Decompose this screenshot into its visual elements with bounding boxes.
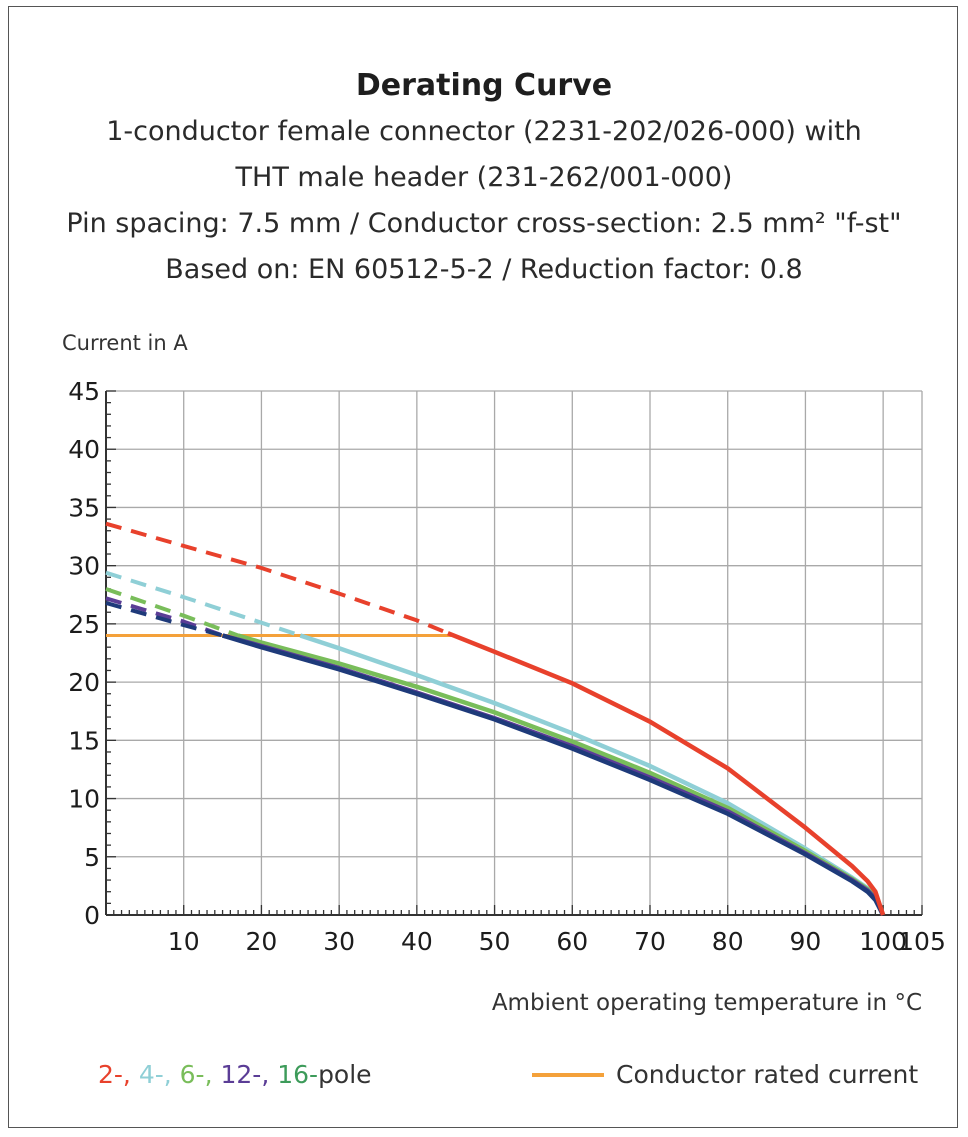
- y-tick-label-30: 30: [68, 552, 100, 581]
- x-tick-label-105: 105: [898, 927, 946, 956]
- legend-rated-current-label: Conductor rated current: [616, 1060, 919, 1089]
- x-tick-label-30: 30: [323, 927, 355, 956]
- chart-subtitle-line-2: THT male header (231-262/001-000): [235, 162, 733, 193]
- x-tick-label-70: 70: [634, 927, 666, 956]
- legend-pole-part-0: 2-,: [98, 1060, 139, 1089]
- y-tick-label-40: 40: [68, 435, 100, 464]
- legend-pole-part-3: 12-,: [220, 1060, 278, 1089]
- x-tick-label-100: 100: [859, 927, 907, 956]
- chart-frame: [8, 6, 958, 1128]
- y-axis-label: Current in A: [62, 331, 188, 355]
- series-16-pole-dashed: [105, 600, 224, 638]
- x-tick-label-20: 20: [246, 927, 278, 956]
- legend-pole-part-5: pole: [318, 1060, 372, 1089]
- x-tick-label-60: 60: [556, 927, 588, 956]
- chart-subtitle-line-1: 1-conductor female connector (2231-202/0…: [106, 116, 862, 147]
- legend-pole-part-4: 16-: [277, 1060, 319, 1089]
- y-tick-label-0: 0: [84, 901, 100, 930]
- x-tick-label-40: 40: [401, 927, 433, 956]
- x-tick-label-10: 10: [168, 927, 200, 956]
- x-axis-label: Ambient operating temperature in °C: [492, 990, 922, 1016]
- chart-title: Derating Curve: [355, 68, 613, 103]
- y-tick-label-25: 25: [68, 610, 100, 639]
- x-tick-label-90: 90: [790, 927, 822, 956]
- y-tick-label-35: 35: [68, 493, 100, 522]
- y-tick-label-45: 45: [68, 377, 100, 406]
- legend-pole-part-1: 4-,: [138, 1060, 180, 1089]
- series-2-pole-dashed: [105, 521, 449, 636]
- series-2-pole-solid: [447, 631, 886, 916]
- y-tick-label-5: 5: [84, 843, 100, 872]
- y-tick-label-10: 10: [68, 785, 100, 814]
- x-tick-label-80: 80: [712, 927, 744, 956]
- y-tick-label-15: 15: [68, 726, 100, 755]
- x-tick-label-50: 50: [479, 927, 511, 956]
- legend-rated-current-swatch: [532, 1072, 604, 1077]
- chart-subtitle-line-4: Based on: EN 60512-5-2 / Reduction facto…: [165, 254, 803, 285]
- series-16-pole-solid: [221, 633, 886, 917]
- series-6-pole-dashed: [105, 587, 239, 638]
- series-12-pole-dashed: [105, 596, 224, 638]
- chart-subtitle-line-3: Pin spacing: 7.5 mm / Conductor cross-se…: [66, 208, 902, 239]
- legend-rated-current: Conductor rated current: [532, 1060, 918, 1089]
- legend-pole-part-2: 6-,: [179, 1060, 221, 1089]
- series-4-pole-dashed: [105, 570, 301, 638]
- y-tick-label-20: 20: [68, 668, 100, 697]
- legend-poles: 2-, 4-, 6-, 12-, 16-pole: [98, 1060, 372, 1089]
